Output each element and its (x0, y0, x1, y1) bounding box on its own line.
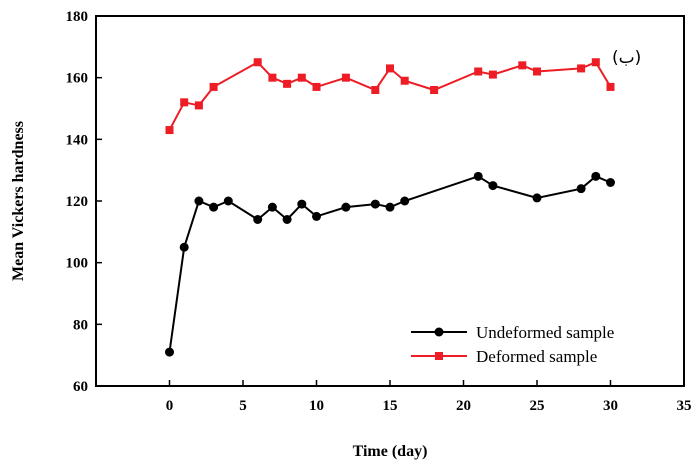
y-tick-label: 80 (73, 317, 88, 333)
data-point-deformed (297, 73, 306, 82)
data-point-deformed (194, 101, 203, 110)
legend-item-deformed: Deformed sample (411, 347, 597, 366)
data-point-undeformed (341, 202, 351, 212)
y-tick-label: 60 (73, 379, 88, 395)
data-point-undeformed (194, 196, 204, 206)
series-layer (165, 58, 615, 357)
data-point-undeformed (370, 199, 380, 209)
legend: Undeformed sample Deformed sample (411, 323, 614, 366)
x-tick-label: 30 (603, 398, 618, 414)
x-tick-label: 15 (383, 398, 398, 414)
y-axis-label: Mean Vickers hardness (10, 121, 27, 281)
data-point-deformed (165, 126, 174, 135)
y-tick-label: 140 (66, 132, 89, 148)
y-tick-label: 100 (66, 256, 89, 272)
y-tick-label: 160 (66, 71, 89, 87)
data-point-deformed (400, 76, 409, 85)
data-point-deformed (430, 86, 439, 94)
data-point-deformed (386, 64, 394, 73)
x-tick-label: 5 (239, 398, 247, 414)
data-point-undeformed (488, 181, 498, 191)
x-axis-label: Time (day) (353, 443, 428, 460)
legend-label-deformed: Deformed sample (476, 347, 597, 366)
y-tick-label: 120 (66, 194, 89, 210)
data-point-undeformed (282, 215, 292, 224)
data-point-undeformed (473, 171, 483, 181)
data-point-undeformed (606, 178, 615, 187)
series-undeformed (165, 171, 615, 357)
data-point-deformed (268, 73, 277, 82)
legend-marker-undeformed (434, 327, 444, 337)
legend-item-undeformed: Undeformed sample (411, 323, 614, 342)
x-tick-label: 35 (677, 398, 692, 414)
data-point-undeformed (253, 215, 263, 224)
x-tick-label: 0 (166, 398, 174, 414)
series-deformed (165, 58, 615, 135)
data-point-deformed (283, 79, 292, 88)
data-point-deformed (312, 82, 321, 91)
data-point-undeformed (165, 347, 174, 357)
series-line-deformed (168, 60, 612, 131)
data-point-undeformed (297, 199, 307, 209)
data-point-deformed (180, 98, 189, 107)
data-point-undeformed (209, 202, 219, 212)
legend-label-undeformed: Undeformed sample (476, 323, 614, 342)
x-tick-label: 20 (456, 398, 471, 414)
data-point-undeformed (385, 202, 395, 212)
data-point-undeformed (591, 171, 601, 181)
y-tick-label: 180 (66, 9, 89, 25)
data-point-deformed (474, 67, 483, 76)
data-point-undeformed (179, 242, 189, 252)
data-point-deformed (371, 86, 380, 94)
data-point-undeformed (312, 211, 321, 221)
legend-marker-deformed (435, 352, 443, 360)
data-point-deformed (341, 73, 350, 82)
data-point-undeformed (223, 196, 233, 206)
x-axis-ticks: 0 5 10 15 20 25 30 35 (166, 380, 692, 414)
data-point-deformed (577, 64, 586, 73)
data-point-deformed (518, 61, 527, 70)
panel-annotation: (ب) (612, 48, 641, 68)
data-point-deformed (606, 82, 615, 91)
data-point-deformed (253, 58, 262, 67)
data-point-undeformed (576, 184, 586, 194)
data-point-deformed (488, 70, 497, 79)
x-tick-label: 25 (530, 398, 545, 414)
data-point-undeformed (400, 196, 410, 206)
data-point-deformed (209, 82, 218, 91)
x-tick-label: 10 (309, 398, 324, 414)
data-point-undeformed (532, 193, 542, 203)
y-axis-ticks: 60 80 100 120 140 160 180 (66, 9, 102, 395)
data-point-undeformed (267, 202, 277, 212)
data-point-deformed (591, 58, 600, 67)
data-point-deformed (533, 67, 541, 76)
